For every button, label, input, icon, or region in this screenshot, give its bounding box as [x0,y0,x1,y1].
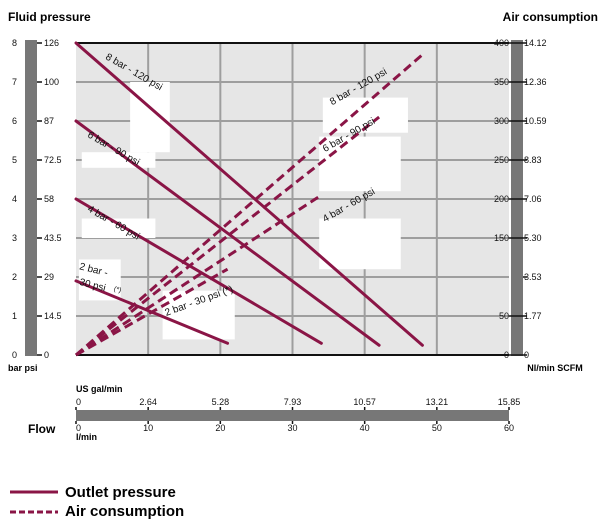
tick-label: 14.12 [524,38,547,48]
air-consumption-curve [75,193,323,357]
right-scale-bar [511,40,523,356]
tick-label: 72.5 [44,155,62,165]
tick-label: 87 [44,116,54,126]
flow-title: Flow [28,422,56,436]
left-scale-bar [25,40,37,356]
tick-label: 14.5 [44,311,62,321]
tick-label: 5.28 [212,397,230,407]
tick-label: 10.59 [524,116,547,126]
flow-scale-bar [76,410,509,421]
curve-label-box [319,136,401,192]
tick-label: 0 [76,423,81,433]
tick-label: 40 [360,423,370,433]
tick-label: 10.57 [353,397,376,407]
tick-label: 100 [44,77,59,87]
tick-label: 1.77 [524,311,542,321]
curve-label-box [81,152,156,168]
tick-label: 2 [12,272,17,282]
tick-label: 7.06 [524,194,542,204]
tick-label: 50 [432,423,442,433]
tick-label: 3.53 [524,272,542,282]
tick-label: 300 [494,116,509,126]
tick-label: 12.36 [524,77,547,87]
legend-outlet-pressure: Outlet pressure [65,484,176,501]
curves [74,41,424,357]
curve-label-box [319,218,401,270]
curve-label-box [130,82,170,153]
right-units-label: Nl/min SCFM [527,363,583,373]
air-consumption-curve [75,115,381,357]
tick-label: 58 [44,194,54,204]
tick-label: 8 [12,38,17,48]
curve-annotation: (*) [113,286,122,295]
left-units-label: bar psi [8,363,38,373]
tick-label: 60 [504,423,514,433]
tick-label: 4 [12,194,17,204]
tick-label: 7 [12,77,17,87]
tick-label: 400 [494,38,509,48]
us-gal-unit-label: US gal/min [76,384,123,394]
tick-label: 2.64 [139,397,157,407]
tick-label: 350 [494,77,509,87]
tick-label: 0 [504,350,509,360]
tick-label: 20 [215,423,225,433]
tick-label: 1 [12,311,17,321]
tick-label: 7.93 [284,397,302,407]
lmin-unit-label: l/min [76,432,97,442]
tick-label: 6 [12,116,17,126]
tick-label: 3 [12,233,17,243]
tick-label: 126 [44,38,59,48]
tick-label: 250 [494,155,509,165]
tick-label: 50 [499,311,509,321]
tick-label: 0 [44,350,49,360]
tick-label: 10 [143,423,153,433]
tick-label: 13.21 [426,397,449,407]
tick-label: 8.83 [524,155,542,165]
air-consumption-curve [75,53,424,357]
air-consumption-curve [75,267,229,357]
tick-label: 43.5 [44,233,62,243]
tick-label: 0 [76,397,81,407]
tick-label: 200 [494,194,509,204]
tick-label: 150 [494,233,509,243]
outlet-pressure-curve [74,119,381,347]
left-axis-title: Fluid pressure [8,10,91,24]
tick-label: 29 [44,272,54,282]
tick-label: 15.85 [498,397,521,407]
tick-label: 5 [12,155,17,165]
legend-air-consumption: Air consumption [65,503,184,520]
curve-label-box [78,259,121,301]
outlet-pressure-curve [74,197,323,345]
tick-label: 5.30 [524,233,542,243]
tick-label: 0 [12,350,17,360]
right-axis-title: Air consumption [503,10,598,24]
tick-label: 30 [287,423,297,433]
outlet-pressure-curve [74,41,424,347]
